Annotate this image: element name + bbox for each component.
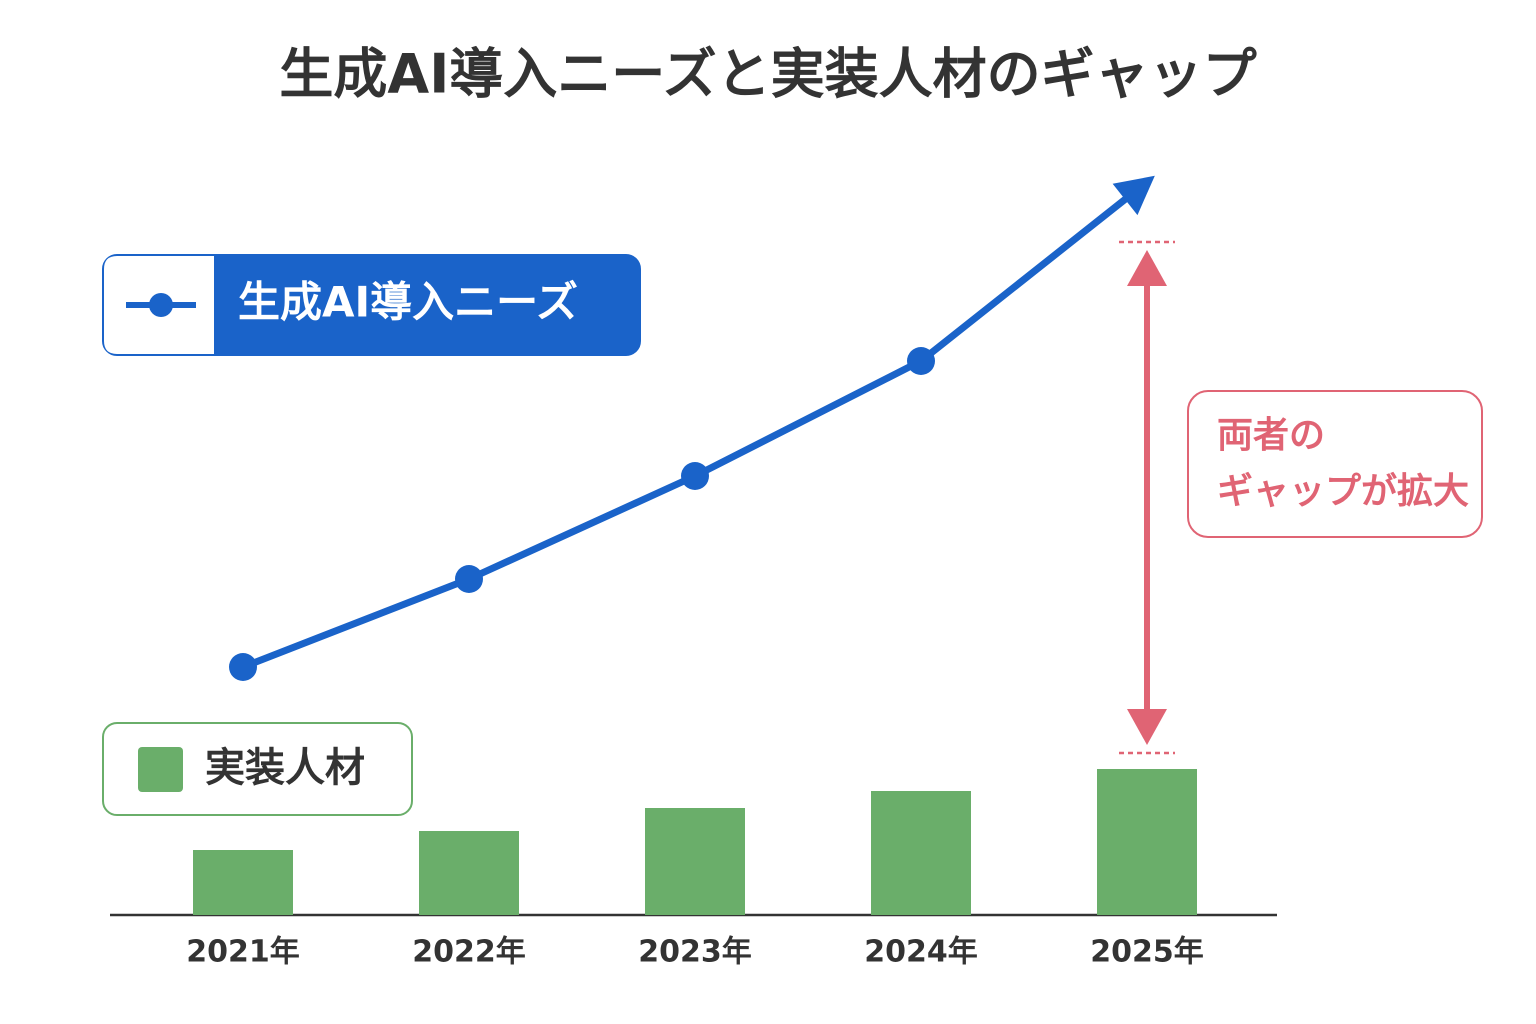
line-point	[907, 347, 935, 375]
x-tick-label: 2025年	[1090, 935, 1204, 970]
legend-swatch	[138, 747, 183, 792]
legend-box	[102, 722, 413, 816]
legend-label: 実装人材	[205, 745, 365, 791]
x-tick-label: 2023年	[638, 935, 752, 970]
bar	[419, 831, 519, 915]
x-tick-label: 2024年	[864, 935, 978, 970]
annotation-text: ギャップが拡大	[1217, 471, 1469, 512]
line-point	[229, 653, 257, 681]
legend-box	[102, 254, 641, 356]
bar	[871, 791, 971, 915]
line-point	[681, 462, 709, 490]
gap-arrow-head	[1127, 250, 1167, 286]
chart-title: 生成AI導入ニーズと実装人材のギャップ	[279, 43, 1256, 106]
x-tick-label: 2021年	[186, 935, 300, 970]
gap-arrow-head	[1127, 709, 1167, 745]
annotation-box	[1187, 390, 1483, 538]
x-tick-label: 2022年	[412, 935, 526, 970]
legend-dot	[149, 293, 173, 317]
bar	[193, 850, 293, 915]
arrow-head	[1112, 175, 1155, 216]
legend-label: 生成AI導入ニーズ	[238, 278, 578, 327]
annotation-text: 両者の	[1217, 415, 1325, 456]
line-point	[455, 565, 483, 593]
bar	[645, 808, 745, 915]
bar	[1097, 769, 1197, 915]
